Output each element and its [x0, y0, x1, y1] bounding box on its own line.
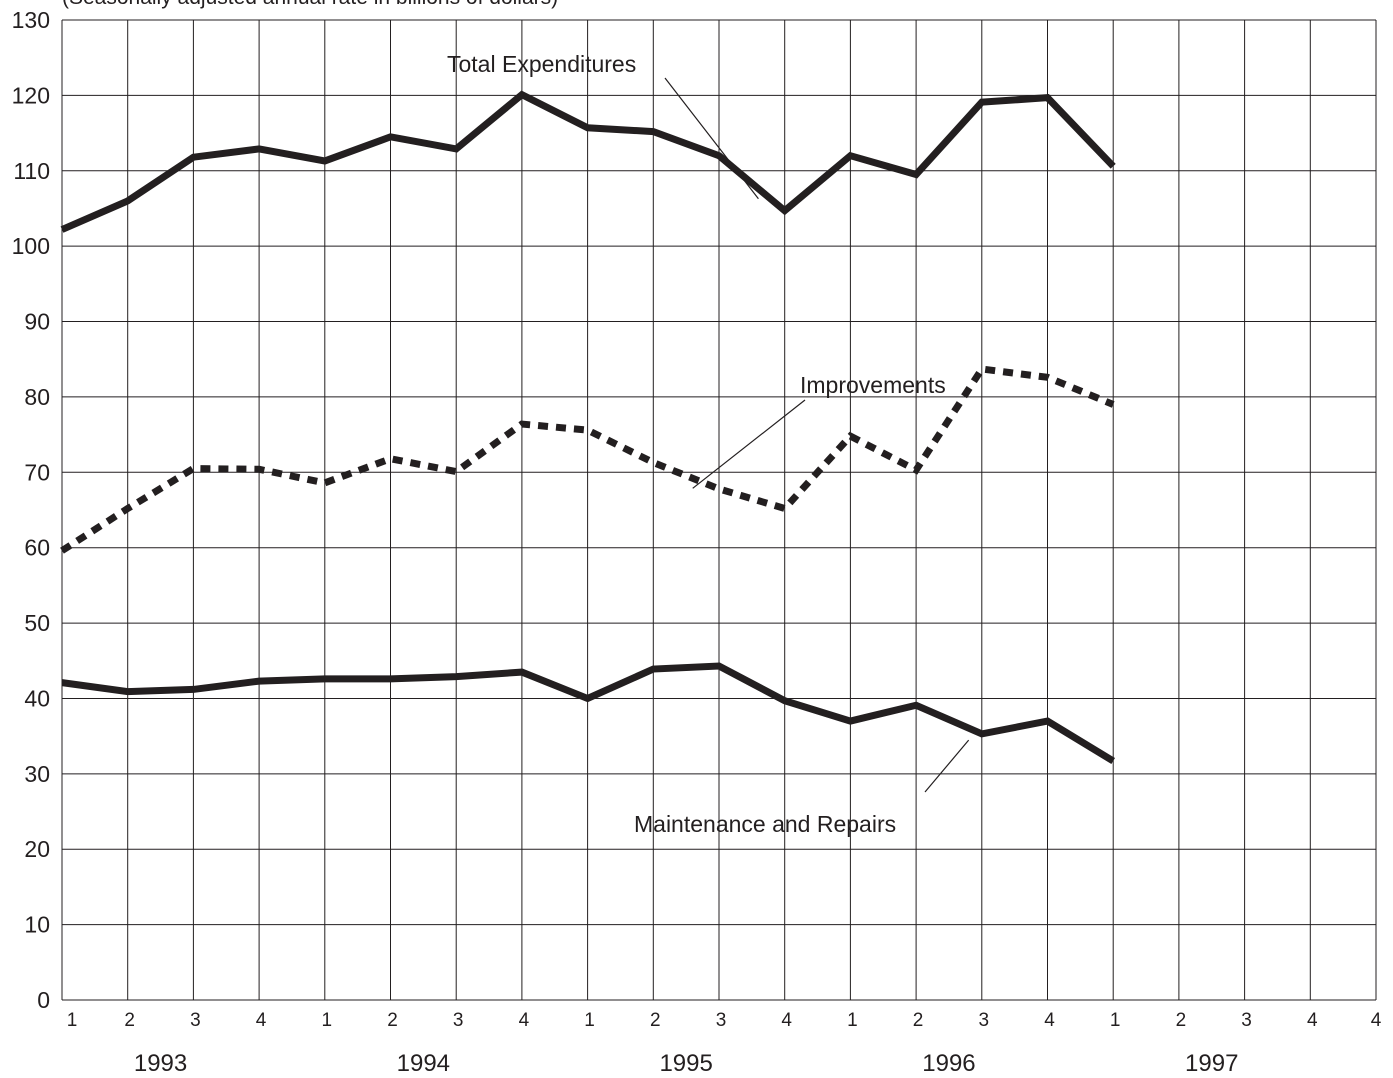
x-tick-label: 2: [124, 1010, 135, 1031]
x-axis-year-labels: 1993 1994 1995 1996 1997: [134, 1050, 1239, 1077]
annotation-leader: [692, 399, 806, 489]
x-tick-label: 1: [584, 1010, 595, 1031]
annotation-label: Maintenance and Repairs: [634, 811, 896, 837]
x-tick-label: 2: [1176, 1010, 1187, 1031]
x-tick-label: 3: [1241, 1010, 1252, 1031]
x-tick-label: 1: [322, 1010, 333, 1031]
annotation-leader: [664, 77, 759, 200]
x-year-label: 1993: [134, 1050, 187, 1077]
annotation-label: Total Expenditures: [447, 51, 636, 77]
y-tick-label: 110: [13, 158, 50, 184]
y-tick-label: 100: [12, 233, 50, 259]
y-tick-label: 90: [24, 309, 50, 335]
y-tick-label: 20: [24, 836, 50, 862]
x-tick-label: 3: [979, 1010, 990, 1031]
x-tick-label: 4: [256, 1010, 267, 1031]
x-tick-label: 4: [1307, 1010, 1318, 1031]
x-tick-label: 3: [190, 1010, 201, 1031]
series-line-1: [60, 365, 1115, 554]
x-tick-label: 3: [453, 1010, 464, 1031]
x-year-label: 1995: [659, 1050, 712, 1077]
y-tick-label: 10: [24, 912, 50, 938]
chart-subtitle: (Seasonally adjusted annual rate in bill…: [62, 0, 558, 9]
x-tick-label: 1: [67, 1010, 78, 1031]
x-tick-label: 4: [781, 1010, 792, 1031]
x-tick-label: 2: [650, 1010, 661, 1031]
y-tick-label: 80: [24, 384, 50, 410]
x-tick-label: 2: [913, 1010, 924, 1031]
x-axis-quarter-ticks: 1 2 3 4 1 2 3 4 1 2 3 4 1 2 3 4 1 2 3 4 4: [67, 1010, 1382, 1031]
x-tick-label: 3: [716, 1010, 727, 1031]
x-tick-label: 1: [1110, 1010, 1121, 1031]
y-tick-label: 50: [24, 610, 50, 636]
annotation-leader: [924, 739, 970, 793]
x-tick-label: 4: [1044, 1010, 1055, 1031]
y-tick-label: 0: [37, 987, 50, 1013]
y-tick-label: 70: [24, 459, 50, 485]
y-tick-label: 60: [24, 535, 50, 561]
y-tick-label: 120: [12, 82, 50, 108]
x-tick-label: 4: [519, 1010, 530, 1031]
series-group: [60, 90, 1116, 765]
y-tick-label: 130: [12, 7, 50, 33]
y-axis-ticks: 0 10 20 30 40 50 60 70 80 90 100 110 120 130: [12, 7, 50, 1013]
x-tick-label: 1: [847, 1010, 858, 1031]
x-year-label: 1996: [922, 1050, 975, 1077]
grid: [61, 19, 1377, 1001]
y-tick-label: 30: [24, 761, 50, 787]
x-tick-label: 2: [387, 1010, 398, 1031]
y-tick-label: 40: [24, 685, 50, 711]
x-year-label: 1997: [1185, 1050, 1238, 1077]
annotation-label: Improvements: [800, 372, 946, 398]
annotations: Total Expenditures Improvements Maintenanc…: [447, 51, 970, 837]
x-year-label: 1994: [397, 1050, 450, 1077]
x-tick-label: 4: [1371, 1010, 1382, 1031]
